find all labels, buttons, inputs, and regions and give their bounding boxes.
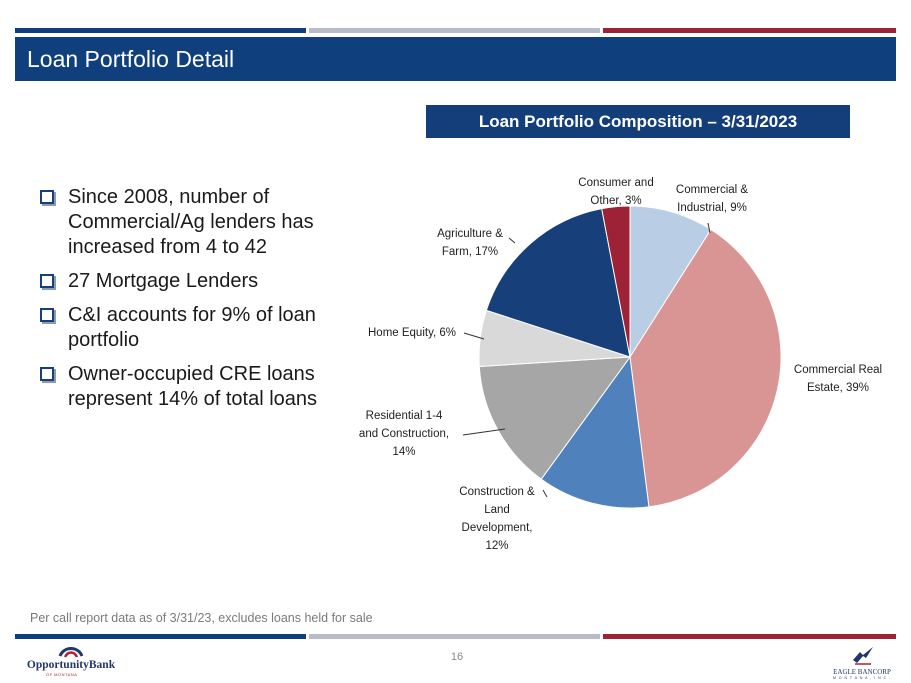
- pie-label-line: Residential 1-4: [366, 410, 443, 422]
- pie-label-line: Farm, 17%: [442, 246, 498, 258]
- leader-line: [508, 237, 516, 244]
- pie-label-line: Commercial Real: [794, 364, 882, 376]
- logo-right-sub: M O N T A N A , I N C .: [832, 676, 892, 680]
- pie-label-line: Commercial &: [676, 184, 749, 196]
- pie-chart: Commercial & Industrial, 9% Commercial Rea…: [359, 177, 882, 552]
- bullet-text: 27 Mortgage Lenders: [68, 270, 259, 292]
- leader-line: [542, 489, 548, 498]
- pie-label-line: Estate, 39%: [807, 382, 869, 394]
- bullet-text: Since 2008, number of Commercial/Ag lend…: [68, 186, 314, 258]
- pie-label-line: Home Equity, 6%: [368, 327, 456, 339]
- bottom-accent-bar-blue: [15, 634, 306, 639]
- page-number: 16: [450, 651, 464, 663]
- pie-label-commercial-real-estate: Commercial Real Estate, 39%: [794, 364, 882, 394]
- pie-label-line: Land: [484, 504, 510, 516]
- top-accent-bar-gray: [309, 28, 600, 33]
- checkbox-bullet-icon: [40, 308, 54, 322]
- logo-left-sub: OF MONTANA: [46, 672, 78, 677]
- pie-label-line: Construction &: [459, 486, 535, 498]
- checkbox-bullet-icon: [40, 190, 54, 204]
- opportunity-bank-logo: OpportunityBank OF MONTANA: [16, 642, 126, 677]
- top-accent-bar-blue: [15, 28, 306, 33]
- pie-slice-agriculture-farm: [485, 208, 631, 358]
- chart-title-box: Loan Portfolio Composition – 3/31/2023: [426, 105, 850, 138]
- pie-label-home-equity: Home Equity, 6%: [368, 327, 456, 339]
- bottom-accent-bar-gray: [309, 634, 600, 639]
- bullet-text: C&I accounts for 9% of loan portfolio: [68, 304, 316, 351]
- pie-label-line: Industrial, 9%: [677, 202, 747, 214]
- checkbox-bullet-icon: [40, 274, 54, 288]
- pie-label-commercial-industrial: Commercial & Industrial, 9%: [676, 184, 749, 214]
- pie-label-line: Agriculture &: [437, 228, 503, 240]
- pie-slice-construction-land-development: [540, 355, 650, 509]
- pie-label-consumer-and-other: Consumer and Other, 3%: [578, 177, 653, 207]
- leader-line: [707, 222, 711, 234]
- pie-label-line: 14%: [392, 446, 415, 458]
- opportunity-bank-mark-icon: [58, 647, 84, 658]
- eagle-bancorp-logo: EAGLE BANCORP M O N T A N A , I N C .: [826, 646, 898, 680]
- chart-title: Loan Portfolio Composition – 3/31/2023: [478, 111, 798, 131]
- checkbox-bullet-icon: [40, 367, 54, 381]
- slide-title: Loan Portfolio Detail: [27, 45, 235, 72]
- leader-line: [463, 332, 485, 340]
- logo-left-name: OpportunityBank: [26, 659, 116, 671]
- pie-label-line: Consumer and: [578, 177, 653, 189]
- pie-slice-commercial-real-estate: [629, 228, 782, 508]
- bottom-accent-bar-red: [603, 634, 896, 639]
- bullet-item: Since 2008, number of Commercial/Ag lend…: [40, 185, 340, 260]
- bullet-item: C&I accounts for 9% of loan portfolio: [40, 303, 340, 353]
- slide-header: Loan Portfolio Detail: [15, 37, 896, 81]
- pie-label-agriculture-farm: Agriculture & Farm, 17%: [437, 228, 503, 258]
- top-accent-bar-red: [603, 28, 896, 33]
- pie-label-construction-land-development: Construction & Land Development, 12%: [459, 486, 535, 552]
- pie-slice-consumer-and-other: [601, 205, 631, 358]
- leader-line: [462, 428, 506, 436]
- pie-label-line: and Construction,: [359, 428, 449, 440]
- logo-right-name: EAGLE BANCORP: [833, 668, 891, 676]
- bullet-text: Owner-occupied CRE loans represent 14% o…: [68, 363, 318, 410]
- pie-label-residential-1-4-and-construction: Residential 1-4 and Construction, 14%: [359, 410, 449, 458]
- pie-label-line: Development,: [462, 522, 533, 534]
- pie-label-line: 12%: [485, 540, 508, 552]
- footnote: Per call report data as of 3/31/23, excl…: [30, 611, 373, 625]
- bullet-list: Since 2008, number of Commercial/Ag lend…: [40, 185, 340, 421]
- bullet-item: 27 Mortgage Lenders: [40, 269, 340, 294]
- pie-label-line: Other, 3%: [590, 195, 641, 207]
- eagle-mark-icon: [853, 647, 873, 665]
- bullet-item: Owner-occupied CRE loans represent 14% o…: [40, 362, 340, 412]
